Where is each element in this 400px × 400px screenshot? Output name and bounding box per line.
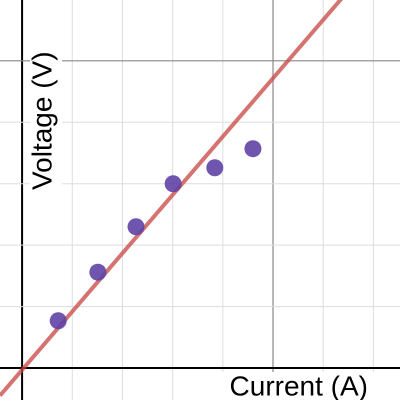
- data-point: [244, 140, 262, 158]
- data-point: [89, 263, 107, 281]
- y-axis-label: Voltage (V): [26, 51, 57, 190]
- label-bg: [30, 38, 62, 194]
- data-point: [206, 159, 224, 177]
- label-bg: [200, 372, 376, 400]
- data-point: [49, 312, 67, 330]
- x-axis-label: Current (A): [230, 370, 368, 400]
- data-point: [127, 218, 145, 236]
- data-point: [164, 175, 182, 193]
